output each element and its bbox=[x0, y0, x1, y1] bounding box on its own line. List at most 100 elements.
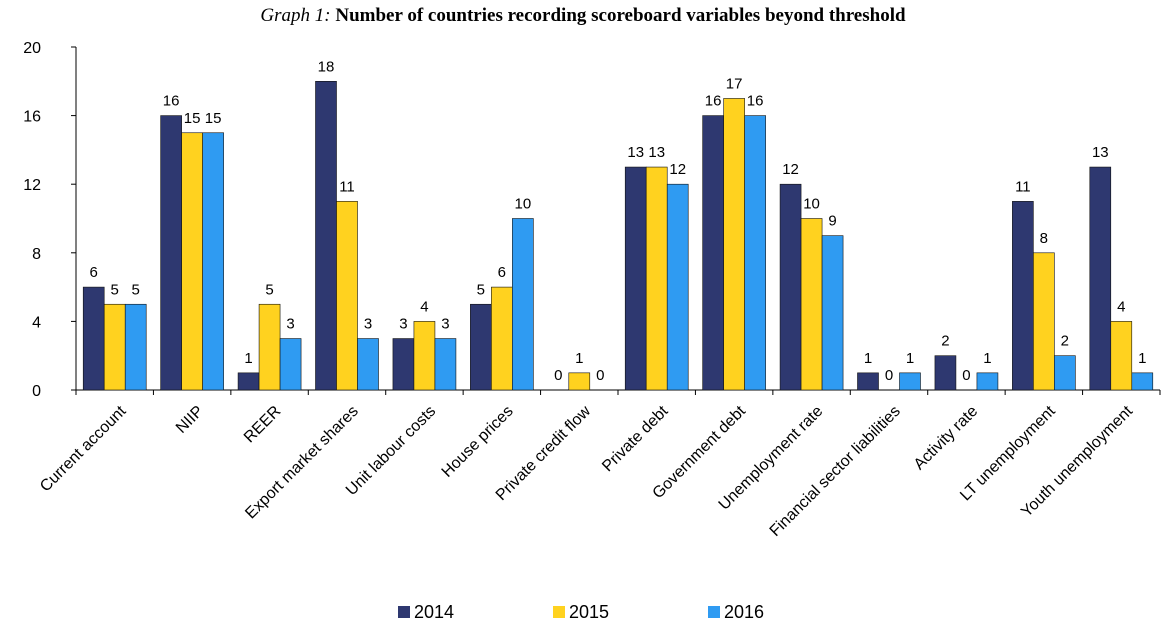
bar-2016 bbox=[899, 372, 921, 391]
data-label: 10 bbox=[515, 196, 532, 213]
data-label: 3 bbox=[364, 316, 372, 333]
data-label: 13 bbox=[627, 144, 644, 161]
data-label: 4 bbox=[1117, 298, 1125, 315]
legend-swatch-2015 bbox=[553, 606, 565, 618]
data-label: 12 bbox=[669, 161, 686, 178]
data-label: 5 bbox=[265, 281, 273, 298]
x-category-label: NIIP bbox=[173, 403, 207, 437]
bar-2015 bbox=[491, 286, 513, 391]
y-tick-label: 16 bbox=[23, 109, 41, 126]
chart-title-text: Number of countries recording scoreboard… bbox=[335, 5, 906, 26]
data-label: 5 bbox=[477, 281, 485, 298]
chart-title: Graph 1: Number of countries recording s… bbox=[0, 4, 1166, 28]
data-label: 9 bbox=[828, 213, 836, 230]
data-label: 4 bbox=[420, 298, 428, 315]
data-label: 17 bbox=[726, 75, 743, 92]
y-tick-label: 20 bbox=[23, 40, 41, 57]
bar-2014 bbox=[82, 286, 105, 391]
bar-2014 bbox=[392, 338, 415, 391]
bar-2014 bbox=[624, 166, 647, 391]
bar-2016 bbox=[744, 115, 766, 391]
bar-2016 bbox=[1054, 355, 1076, 391]
data-label: 18 bbox=[318, 58, 335, 75]
data-label: 1 bbox=[983, 350, 991, 367]
data-label: 11 bbox=[1015, 178, 1031, 195]
bar-2014 bbox=[237, 372, 260, 391]
data-label: 11 bbox=[339, 178, 355, 195]
bar-2014 bbox=[160, 115, 182, 391]
legend-label-2016: 2016 bbox=[724, 602, 764, 622]
bar-2015 bbox=[258, 303, 281, 391]
data-label: 1 bbox=[864, 350, 872, 367]
bar-2014 bbox=[779, 183, 802, 391]
bar-2016 bbox=[821, 235, 844, 391]
bar-2016 bbox=[357, 338, 379, 391]
data-label: 16 bbox=[163, 93, 180, 110]
bar-2014 bbox=[857, 372, 879, 391]
legend-swatch-2014 bbox=[398, 606, 410, 618]
data-label: 8 bbox=[1040, 230, 1048, 247]
data-label: 1 bbox=[244, 350, 252, 367]
legend-label-2014: 2014 bbox=[414, 602, 454, 622]
bar-2014 bbox=[934, 355, 957, 391]
data-label: 1 bbox=[575, 350, 583, 367]
x-category-label: REER bbox=[241, 403, 284, 446]
data-label: 6 bbox=[90, 264, 98, 281]
data-label: 12 bbox=[782, 161, 799, 178]
bar-2015 bbox=[1110, 321, 1133, 391]
data-label: 0 bbox=[596, 367, 604, 384]
data-label: 0 bbox=[554, 367, 562, 384]
chart-title-prefix: Graph 1: bbox=[260, 5, 331, 26]
data-label: 10 bbox=[803, 196, 820, 213]
bar-2016 bbox=[279, 338, 302, 391]
bar-2015 bbox=[800, 218, 823, 391]
y-tick-label: 8 bbox=[32, 246, 41, 263]
y-tick-label: 0 bbox=[32, 383, 41, 400]
bar-2014 bbox=[470, 303, 492, 391]
legend-label-2015: 2015 bbox=[569, 602, 609, 622]
data-label: 5 bbox=[132, 281, 140, 298]
bar-2014 bbox=[315, 81, 337, 391]
data-label: 2 bbox=[1061, 333, 1069, 350]
bar-2016 bbox=[976, 372, 999, 391]
data-label: 1 bbox=[1138, 350, 1146, 367]
x-category-label: Private debt bbox=[599, 402, 672, 475]
bar-2015 bbox=[336, 201, 358, 391]
data-label: 16 bbox=[747, 93, 764, 110]
data-label: 0 bbox=[885, 367, 893, 384]
bar-2016 bbox=[202, 132, 224, 391]
data-label: 13 bbox=[648, 144, 665, 161]
bar-2016 bbox=[1131, 372, 1154, 391]
data-label: 16 bbox=[705, 93, 722, 110]
bar-2014 bbox=[1012, 201, 1034, 391]
bar-2014 bbox=[702, 115, 724, 391]
data-label: 5 bbox=[111, 281, 119, 298]
data-label: 13 bbox=[1092, 144, 1109, 161]
bar-2015 bbox=[645, 166, 668, 391]
x-category-label: Financial sector liabilities bbox=[767, 403, 904, 540]
data-label: 15 bbox=[205, 110, 222, 127]
y-tick-label: 4 bbox=[32, 314, 41, 331]
x-category-label: Current account bbox=[37, 402, 130, 495]
data-label: 15 bbox=[184, 110, 201, 127]
data-label: 0 bbox=[962, 367, 970, 384]
bar-2014 bbox=[1089, 166, 1112, 391]
data-label: 1 bbox=[906, 350, 914, 367]
y-tick-label: 12 bbox=[23, 177, 41, 194]
legend-swatch-2016 bbox=[708, 606, 720, 618]
data-label: 3 bbox=[286, 316, 294, 333]
bar-2016 bbox=[512, 218, 534, 391]
bar-2016 bbox=[124, 303, 147, 391]
bar-2015 bbox=[181, 132, 203, 391]
bar-2015 bbox=[1033, 252, 1055, 391]
x-category-label: Activity rate bbox=[911, 403, 982, 474]
x-category-label: House prices bbox=[439, 403, 517, 481]
bar-2016 bbox=[434, 338, 457, 391]
data-label: 3 bbox=[441, 316, 449, 333]
data-label: 6 bbox=[498, 264, 506, 281]
data-label: 3 bbox=[399, 316, 407, 333]
bar-2015 bbox=[723, 98, 745, 391]
bar-2015 bbox=[103, 303, 126, 391]
bar-2015 bbox=[568, 372, 591, 391]
